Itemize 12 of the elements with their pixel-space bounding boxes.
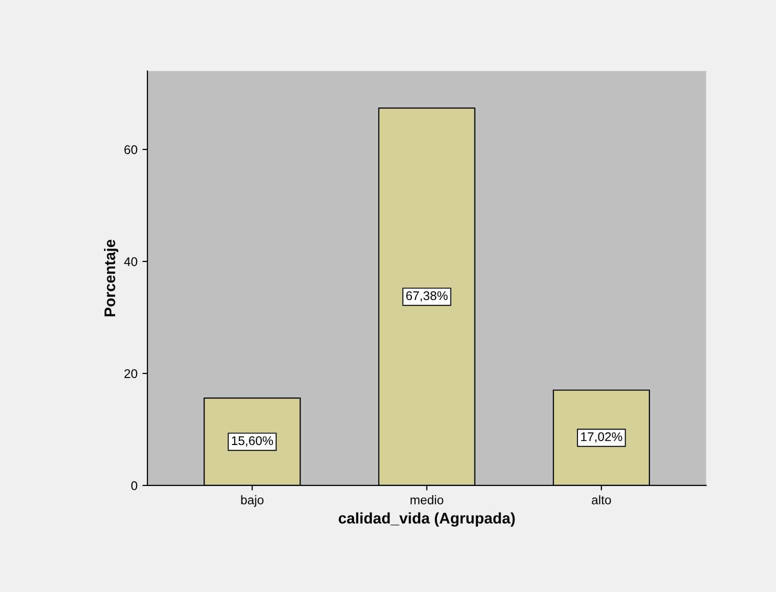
y-tick-label: 60 bbox=[124, 145, 138, 154]
data-label: 17,02% bbox=[581, 432, 622, 443]
y-axis-title: Porcentaje bbox=[104, 240, 118, 316]
x-tick-label: alto bbox=[592, 495, 611, 504]
data-label: 15,60% bbox=[232, 436, 273, 447]
y-tick-label: 20 bbox=[124, 369, 138, 378]
x-tick-label: medio bbox=[410, 495, 444, 504]
x-tick-label: bajo bbox=[241, 495, 264, 507]
y-tick-label: 40 bbox=[124, 257, 138, 266]
x-axis-title: calidad_vida (Agrupada) bbox=[338, 512, 515, 527]
data-label: 67,38% bbox=[406, 291, 448, 302]
y-tick-label: 0 bbox=[131, 481, 138, 490]
